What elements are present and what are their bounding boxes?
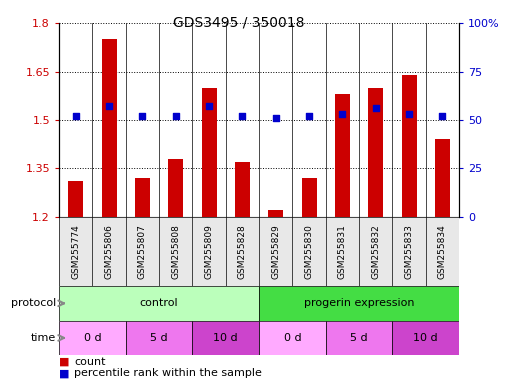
Text: GSM255828: GSM255828 [238,224,247,279]
Text: 5 d: 5 d [350,333,368,343]
Bar [392,217,426,286]
Text: 10 d: 10 d [213,333,238,343]
Bar [302,178,317,217]
Text: GSM255831: GSM255831 [338,224,347,279]
Point [171,113,180,119]
Bar [59,286,259,321]
Bar [335,94,350,217]
Bar [192,217,226,286]
Bar [126,217,159,286]
Point [371,105,380,111]
Text: GDS3495 / 350018: GDS3495 / 350018 [173,15,304,29]
Point [138,113,146,119]
Text: ■: ■ [59,368,69,378]
Bar [392,321,459,355]
Bar [259,286,459,321]
Bar [159,217,192,286]
Point [305,113,313,119]
Bar [168,159,183,217]
Point [405,111,413,117]
Bar [192,321,259,355]
Bar [292,217,326,286]
Text: 10 d: 10 d [413,333,438,343]
Bar [59,321,126,355]
Bar [68,181,83,217]
Bar [359,217,392,286]
Text: protocol: protocol [11,298,56,308]
Bar [426,217,459,286]
Bar [368,88,383,217]
Bar [435,139,450,217]
Point [71,113,80,119]
Text: GSM255809: GSM255809 [205,224,213,279]
Bar [402,75,417,217]
Text: GSM255832: GSM255832 [371,224,380,279]
Text: GSM255829: GSM255829 [271,224,280,279]
Text: ■: ■ [59,357,69,367]
Point [271,115,280,121]
Bar [268,210,283,217]
Text: time: time [31,333,56,343]
Bar [326,217,359,286]
Bar [326,321,392,355]
Text: GSM255774: GSM255774 [71,224,80,279]
Point [338,111,346,117]
Text: GSM255833: GSM255833 [405,224,413,279]
Bar [202,88,216,217]
Text: 5 d: 5 d [150,333,168,343]
Text: GSM255834: GSM255834 [438,224,447,279]
Point [438,113,446,119]
Bar [135,178,150,217]
Bar [259,217,292,286]
Bar [235,162,250,217]
Text: GSM255807: GSM255807 [138,224,147,279]
Bar [92,217,126,286]
Text: GSM255808: GSM255808 [171,224,180,279]
Bar [126,321,192,355]
Text: control: control [140,298,179,308]
Bar [59,217,92,286]
Text: count: count [74,357,106,367]
Bar [226,217,259,286]
Text: GSM255806: GSM255806 [105,224,113,279]
Point [238,113,246,119]
Point [105,103,113,109]
Point [205,103,213,109]
Bar [102,39,116,217]
Text: progerin expression: progerin expression [304,298,415,308]
Text: GSM255830: GSM255830 [305,224,313,279]
Bar [259,321,326,355]
Text: 0 d: 0 d [284,333,301,343]
Text: percentile rank within the sample: percentile rank within the sample [74,368,262,378]
Text: 0 d: 0 d [84,333,101,343]
